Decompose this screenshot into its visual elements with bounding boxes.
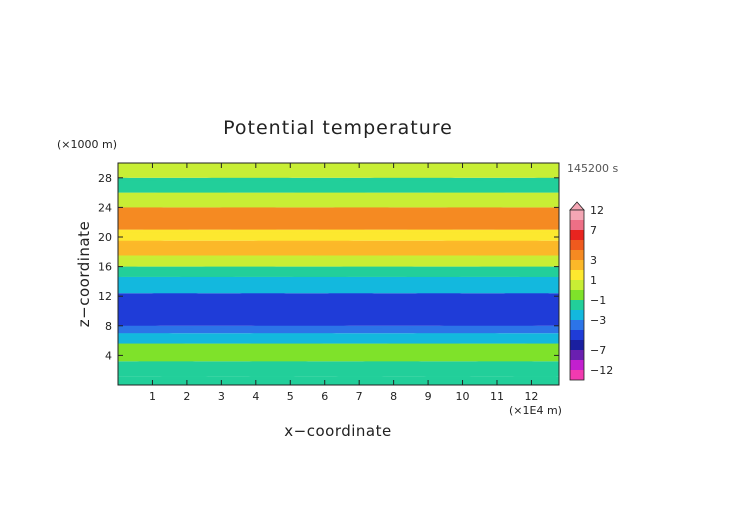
time-label: 145200 s — [567, 162, 618, 175]
colorbar-frame — [569, 209, 585, 381]
colorbar-top-arrow — [569, 201, 585, 211]
y-axis: 4 8 12 16 20 24 28 — [98, 172, 559, 362]
x-axis: 1 2 3 4 5 6 7 8 9 10 11 12 — [149, 163, 538, 403]
colorbar-swatch — [570, 310, 584, 320]
x-tick-label: 6 — [321, 390, 328, 403]
x-tick-label: 10 — [456, 390, 470, 403]
colorbar-swatch — [570, 250, 584, 260]
y-tick-label: 12 — [98, 290, 112, 303]
x-tick-label: 12 — [524, 390, 538, 403]
colorbar-swatch — [570, 300, 584, 310]
x-tick-label: 7 — [356, 390, 363, 403]
heatmap-band — [118, 325, 559, 334]
colorbar-swatch — [570, 320, 584, 330]
x-tick-label: 2 — [183, 390, 190, 403]
x-axis-label: x−coordinate — [284, 422, 391, 440]
colorbar-label: −12 — [590, 364, 613, 377]
plot-frame — [117, 162, 560, 386]
colorbar-label: −1 — [590, 294, 606, 307]
colorbar-swatch — [570, 260, 584, 270]
heatmap-band — [118, 192, 559, 208]
x-tick-label: 11 — [490, 390, 504, 403]
heatmap-band — [118, 163, 559, 178]
colorbar-swatch — [570, 210, 584, 220]
heatmap-band — [118, 361, 559, 377]
chart-title: Potential temperature — [223, 117, 453, 139]
y-axis-label: z−coordinate — [75, 221, 93, 327]
heatmap-band — [118, 240, 559, 256]
colorbar-swatch — [570, 290, 584, 300]
x-tick-label: 8 — [390, 390, 397, 403]
heatmap-band-edge — [118, 340, 559, 347]
plot-area — [118, 163, 559, 385]
x-tick-label: 5 — [287, 390, 294, 403]
heatmap-band — [118, 255, 559, 267]
colorbar-swatch — [570, 240, 584, 250]
y-unit-label: (×1000 m) — [57, 138, 117, 151]
x-tick-label: 4 — [252, 390, 259, 403]
heatmap-band — [118, 276, 559, 294]
heatmap-band — [118, 343, 559, 362]
colorbar-label: −7 — [590, 344, 606, 357]
colorbar-label: −3 — [590, 314, 606, 327]
heatmap-band-edge — [118, 226, 559, 233]
colorbar-swatch — [570, 350, 584, 360]
x-unit-label: (×1E4 m) — [509, 404, 562, 417]
y-tick-label: 20 — [98, 231, 112, 244]
y-tick-label: 24 — [98, 201, 112, 214]
heatmap-band — [118, 293, 559, 326]
colorbar-label: 1 — [590, 274, 597, 287]
x-tick-label: 3 — [218, 390, 225, 403]
heatmap-band — [118, 376, 559, 385]
y-tick-label: 8 — [105, 320, 112, 333]
y-tick-label: 4 — [105, 349, 112, 362]
y-tick-label: 28 — [98, 172, 112, 185]
colorbar-label: 3 — [590, 254, 597, 267]
y-tick-label: 16 — [98, 261, 112, 274]
x-tick-label: 1 — [149, 390, 156, 403]
colorbar-label: 12 — [590, 204, 604, 217]
colorbar-swatch — [570, 280, 584, 290]
colorbar-label: 7 — [590, 224, 597, 237]
colorbar-swatch — [570, 340, 584, 350]
colorbar: 12 7 3 1 −1 −3 −7 −12 — [569, 201, 613, 381]
colorbar-swatch — [570, 370, 584, 380]
colorbar-swatch — [570, 270, 584, 280]
heatmap-band — [118, 333, 559, 344]
colorbar-swatch — [570, 230, 584, 240]
x-tick-label: 9 — [425, 390, 432, 403]
heatmap-band-edge — [118, 163, 559, 166]
heatmap-band — [118, 177, 559, 193]
heatmap-band — [118, 207, 559, 230]
colorbar-swatch — [570, 220, 584, 230]
heatmap-band — [118, 229, 559, 241]
colorbar-swatch — [570, 360, 584, 370]
colorbar-swatch — [570, 330, 584, 340]
heatmap-band — [118, 266, 559, 277]
